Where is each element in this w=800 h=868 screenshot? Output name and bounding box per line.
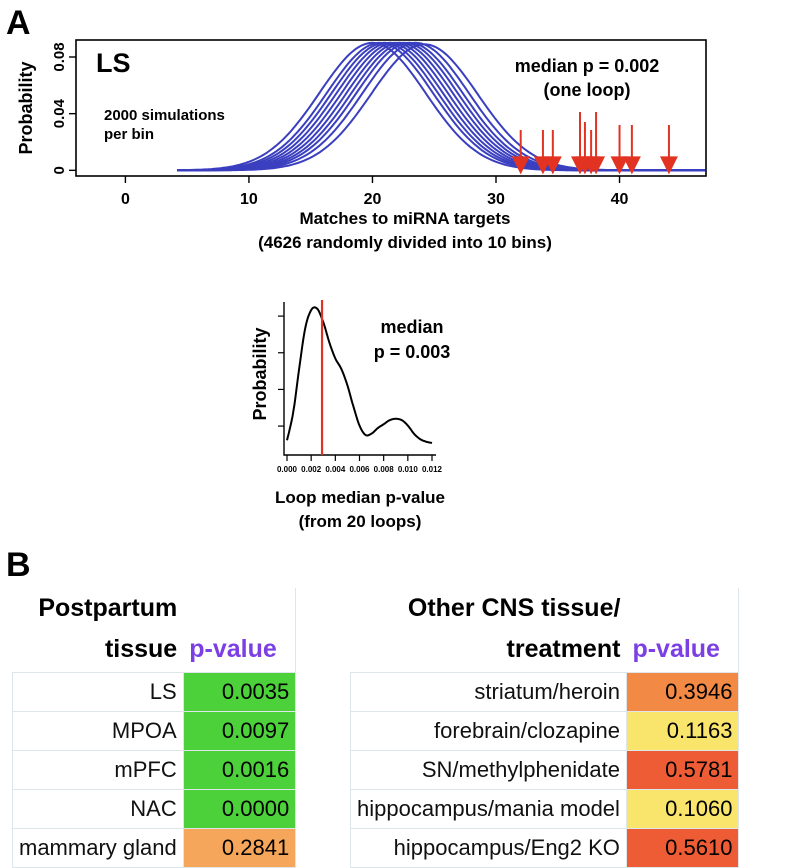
postpartum-row: MPOA 0.0097 (12, 710, 297, 751)
loop-median-chart: 0.000 0.002 0.004 0.006 0.008 0.010 0.012 medi… (250, 300, 450, 531)
simulation-y-tick-label-1: 0.04 (51, 98, 68, 128)
observed-arrow-9 (622, 125, 641, 175)
other-cns-row-name: SN/methylphenidate (350, 749, 627, 790)
loop-median-x-ticks: 0.000 0.002 0.004 0.006 0.008 0.010 0.012 (277, 315, 443, 474)
postpartum-row-name: MPOA (12, 710, 184, 751)
median-p-line2: (one loop) (544, 80, 631, 100)
other-cns-table: Other CNS tissue/ treatment p-value stri… (350, 588, 740, 868)
loop-median-x-label-line1: Loop median p-value (275, 488, 445, 507)
simulation-x-tick-label-20: 20 (364, 191, 382, 208)
other-cns-row-pvalue: 0.5610 (625, 827, 740, 868)
simulation-x-ticks: 0 10 20 30 40 (121, 176, 629, 208)
simulation-x-tick-label-40: 40 (611, 191, 629, 208)
simulation-y-label: Probability (16, 61, 36, 154)
simulations-note-line2: per bin (104, 126, 154, 143)
loop-median-annotation-line1: median (380, 317, 443, 337)
loop-median-x-tick-label-5: 0.010 (398, 465, 419, 474)
simulation-x-tick-label-30: 30 (487, 191, 505, 208)
simulation-y-tick-label-2: 0.08 (51, 42, 68, 71)
observed-arrow-7 (587, 112, 606, 175)
median-p-line1: median p = 0.002 (515, 56, 660, 76)
postpartum-row: NAC 0.0000 (12, 788, 297, 829)
loop-median-x-tick-label-2: 0.004 (325, 465, 346, 474)
loop-median-annotation-line2: p = 0.003 (374, 342, 451, 362)
simulation-x-tick-label-0: 0 (121, 191, 130, 208)
loop-median-density-curve (286, 306, 433, 444)
postpartum-row: LS 0.0035 (12, 671, 297, 712)
other-cns-row: hippocampus/Eng2 KO 0.5610 (350, 827, 740, 868)
simulations-note-line1: 2000 simulations (104, 107, 225, 124)
postpartum-header-line2: tissue (104, 635, 178, 664)
observed-arrow-10 (659, 125, 678, 175)
other-cns-row-name: forebrain/clozapine (350, 710, 627, 751)
simulation-x-tick-label-10: 10 (240, 191, 258, 208)
loop-median-x-tick-label-6: 0.012 (422, 465, 443, 474)
other-cns-row-pvalue: 0.3946 (625, 671, 740, 712)
postpartum-header-line1: Postpartum (38, 593, 178, 622)
other-cns-row: hippocampus/mania model 0.1060 (350, 788, 740, 829)
postpartum-row-name: LS (12, 671, 184, 712)
loop-median-y-label: Probability (250, 327, 270, 420)
charts-canvas: 0 10 20 30 40 00.040.08 LS 2000 simulations … (16, 39, 707, 531)
other-cns-row-name: striatum/heroin (350, 671, 627, 712)
other-header-line2: treatment (506, 635, 621, 664)
postpartum-pvalue-header: p-value (183, 628, 297, 672)
observed-arrow-1 (511, 130, 530, 175)
other-header-line1: Other CNS tissue/ (407, 593, 621, 622)
simulation-x-label-line2: (4626 randomly divided into 10 bins) (258, 233, 552, 252)
observed-arrow-8 (610, 125, 629, 175)
other-cns-row-pvalue: 0.1060 (625, 788, 740, 829)
other-cns-row-pvalue: 0.1163 (625, 710, 740, 751)
postpartum-row: mPFC 0.0016 (12, 749, 297, 790)
other-cns-row-name: hippocampus/Eng2 KO (350, 827, 627, 868)
simulation-x-label-line1: Matches to miRNA targets (300, 209, 511, 228)
simulation-y-tick-label-0: 0 (51, 166, 68, 174)
other-cns-row: striatum/heroin 0.3946 (350, 671, 740, 712)
panel-a-label: A (6, 4, 31, 42)
loop-median-x-tick-label-0: 0.000 (277, 465, 298, 474)
postpartum-row-pvalue: 0.2841 (182, 827, 297, 868)
simulation-chart-frame (75, 39, 707, 177)
postpartum-row-name: NAC (12, 788, 184, 829)
loop-median-x-tick-label-3: 0.006 (349, 465, 370, 474)
postpartum-row-pvalue: 0.0035 (182, 671, 297, 712)
simulation-curves (177, 41, 706, 172)
loop-median-x-label-line2: (from 20 loops) (299, 512, 422, 531)
postpartum-row-name: mammary gland (12, 827, 184, 868)
simulation-y-ticks: 0 0.04 0.08 (51, 42, 76, 175)
other-pvalue-header: p-value (626, 628, 740, 672)
loop-median-x-tick-label-4: 0.008 (374, 465, 395, 474)
postpartum-row-pvalue: 0.0016 (182, 749, 297, 790)
postpartum-row-name: mPFC (12, 749, 184, 790)
simulation-chart-title: LS (96, 48, 131, 78)
postpartum-row: mammary gland 0.2841 (12, 827, 297, 868)
other-cns-row-name: hippocampus/mania model (350, 788, 627, 829)
simulation-chart: 0 10 20 30 40 00.040.08 LS 2000 simulations … (16, 39, 707, 252)
simulation-curve-10 (177, 43, 706, 172)
observed-arrow-3 (543, 130, 562, 175)
other-cns-row: SN/methylphenidate 0.5781 (350, 749, 740, 790)
other-cns-row-pvalue: 0.5781 (625, 749, 740, 790)
panel-b-label: B (6, 546, 31, 584)
observed-arrows (511, 112, 678, 175)
other-cns-row: forebrain/clozapine 0.1163 (350, 710, 740, 751)
postpartum-row-pvalue: 0.0000 (182, 788, 297, 829)
postpartum-row-pvalue: 0.0097 (182, 710, 297, 751)
postpartum-table: Postpartum tissue p-value LS 0.0035 MPOA 0.… (12, 588, 297, 868)
loop-median-x-tick-label-1: 0.002 (301, 465, 322, 474)
